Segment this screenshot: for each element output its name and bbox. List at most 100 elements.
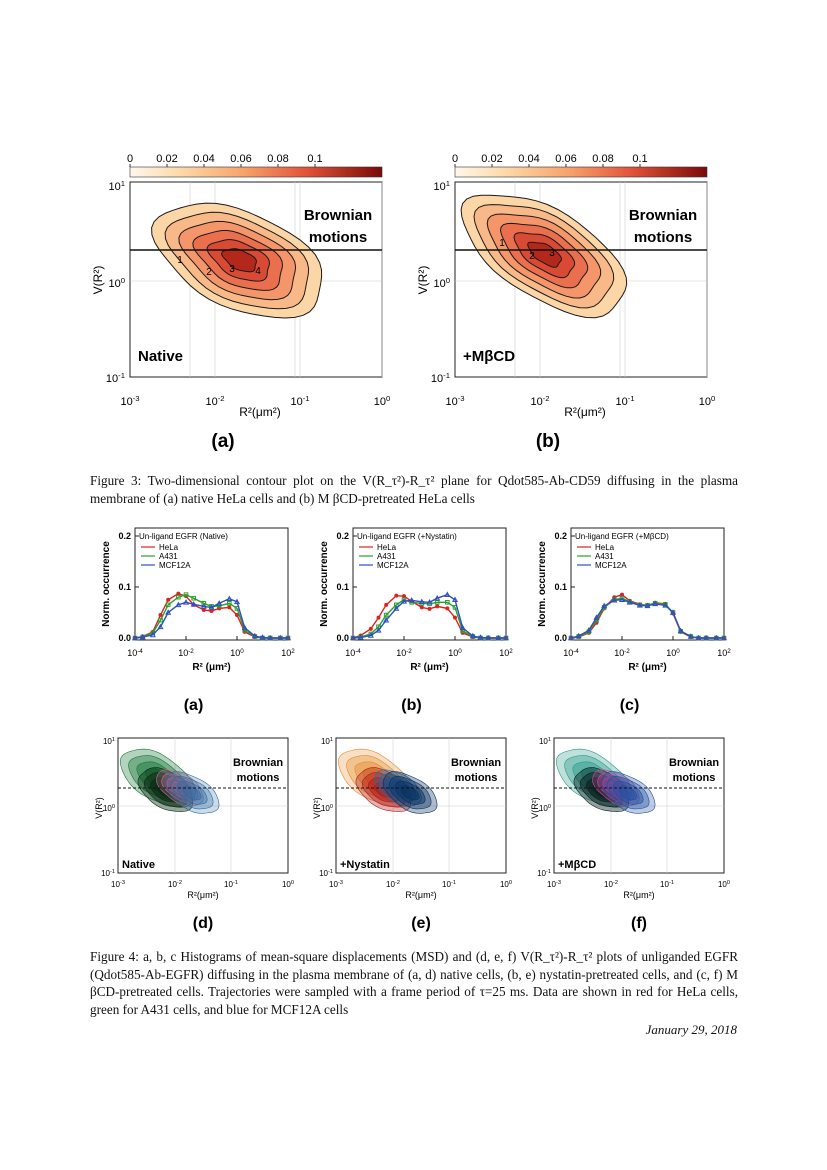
x-axis-label: R²(μm²) (187, 890, 218, 900)
x-tick-label: 10-3 (120, 394, 139, 409)
y-axis-label: V(R²) (416, 266, 430, 295)
x-tick-label: 10-2 (614, 648, 630, 659)
histogram-panel: 0.0 0.1 0.2 10-4 10-2 100 102 R² (μm²) Norm. occ… (319, 527, 513, 714)
plot-frame (117, 737, 289, 874)
data-point (444, 591, 451, 597)
x-tick-label: 10-3 (547, 880, 561, 889)
y-axis-label: V(R²) (91, 266, 105, 295)
data-point (460, 628, 465, 634)
x-tick-label: 100 (718, 880, 730, 889)
data-point (477, 634, 484, 640)
y-axis-label: V(R²) (530, 797, 540, 819)
data-point (349, 634, 357, 641)
x-tick-label: 10-2 (396, 648, 412, 659)
data-point (227, 605, 232, 610)
peak-label: 1 (177, 255, 183, 266)
brownian-label-2: motions (673, 772, 716, 784)
data-point (131, 634, 139, 641)
data-point (400, 598, 408, 604)
data-point (158, 613, 163, 618)
legend-label: HeLa (159, 543, 179, 552)
data-point (601, 602, 608, 609)
data-point (453, 615, 457, 620)
data-point (277, 634, 284, 641)
condition-label: +MβCD (463, 348, 515, 365)
lower-contours-svg: Brownian motions Native 101 100 10-1 10-3 10-2 1… (94, 737, 730, 932)
data-point (208, 604, 215, 610)
y-tick-label: 10-1 (537, 869, 551, 878)
caption-number: Figure 4: (90, 949, 139, 964)
data-point (251, 632, 258, 639)
y-tick-label: 100 (321, 804, 333, 813)
x-tick-label: 10-4 (345, 648, 361, 659)
y-tick-label: 0.2 (554, 531, 567, 541)
data-point (190, 601, 197, 607)
panel-tag: (b) (536, 431, 560, 452)
x-tick-label: 10-1 (442, 880, 456, 889)
y-tick-label: 10-1 (431, 371, 450, 386)
y-tick-label: 101 (103, 737, 115, 746)
colorbar-tick-label: 0.04 (193, 153, 214, 165)
x-tick-label: 100 (230, 648, 244, 659)
legend-label: A431 (377, 552, 396, 561)
data-point (677, 627, 684, 634)
legend-label: MCF12A (159, 561, 191, 570)
x-tick-label: 10-2 (530, 394, 549, 409)
figure-3: 0 0.02 0.04 0.06 0.08 0.1 Brownian motions Na… (90, 150, 740, 470)
x-tick-label: 10-4 (127, 648, 143, 659)
y-tick-label: 0.1 (554, 582, 567, 592)
y-tick-label: 10-1 (106, 371, 125, 386)
data-point (267, 634, 274, 641)
contour-level (337, 748, 414, 808)
contour-level (170, 775, 214, 810)
y-tick-label: 101 (539, 737, 551, 746)
peak-labels: 1 2 3 4 (177, 255, 261, 278)
y-tick-label: 100 (433, 276, 450, 291)
peak-label: 2 (529, 251, 535, 262)
y-tick-label: 10-1 (319, 869, 333, 878)
y-tick-label: 100 (108, 276, 125, 291)
colorbar-tick-label: 0.08 (592, 153, 613, 165)
colorbar-ticks: 0 0.02 0.04 0.06 0.08 0.1 (452, 153, 648, 167)
y-tick-label: 0.0 (554, 633, 567, 643)
figure-3-caption: Figure 3: Two-dimensional contour plot o… (90, 472, 738, 507)
x-tick-label: 10-1 (290, 394, 309, 409)
y-tick-label: 100 (539, 804, 551, 813)
data-point (241, 624, 248, 631)
histogram-panel: 0.0 0.1 0.2 10-4 10-2 100 102 R² (μm²) Norm. occ… (101, 527, 295, 714)
data-point (165, 602, 171, 608)
x-tick-label: 10-2 (386, 880, 400, 889)
x-tick-label: 10-3 (445, 394, 464, 409)
peak-labels: 1 2 3 (499, 238, 555, 262)
caption-text: Two-dimensional contour plot on the V(R_… (90, 473, 738, 506)
data-point (375, 627, 382, 633)
data-point (434, 594, 441, 601)
brownian-label-1: Brownian (629, 207, 697, 224)
histograms-svg: 0.0 0.1 0.2 10-4 10-2 100 102 R² (μm²) Norm. occ… (101, 527, 731, 714)
data-point (182, 599, 190, 605)
data-point (620, 592, 624, 597)
contour-panel-native: 0 0.02 0.04 0.06 0.08 0.1 Brownian motions Na… (91, 153, 390, 452)
x-axis-label: R²(μm²) (564, 405, 606, 419)
condition-label: +Nystatin (340, 859, 390, 871)
data-point (357, 634, 364, 640)
legend-label: MCF12A (377, 561, 409, 570)
x-tick-label: 10-1 (615, 394, 634, 409)
colorbar-tick-label: 0 (127, 153, 133, 165)
panel-tag: (e) (411, 915, 431, 932)
chart-title: Un-ligand EGFR (+MβCD) (575, 532, 669, 541)
x-tick-label: 102 (499, 648, 513, 659)
colorbar-tick-label: 0 (452, 153, 458, 165)
brownian-label-1: Brownian (304, 207, 372, 224)
data-point (384, 602, 389, 607)
figure-4-caption: Figure 4: a, b, c Histograms of mean-squ… (90, 948, 738, 1018)
data-point (575, 632, 582, 639)
x-tick-label: 100 (374, 394, 391, 409)
figure-4-histograms: 0.0 0.1 0.2 10-4 10-2 100 102 R² (μm²) Norm. occ… (90, 520, 740, 720)
data-point (367, 632, 374, 638)
series-line (134, 597, 288, 639)
condition-label: +MβCD (558, 859, 596, 871)
colorbar-tick-label: 0.1 (307, 153, 322, 165)
